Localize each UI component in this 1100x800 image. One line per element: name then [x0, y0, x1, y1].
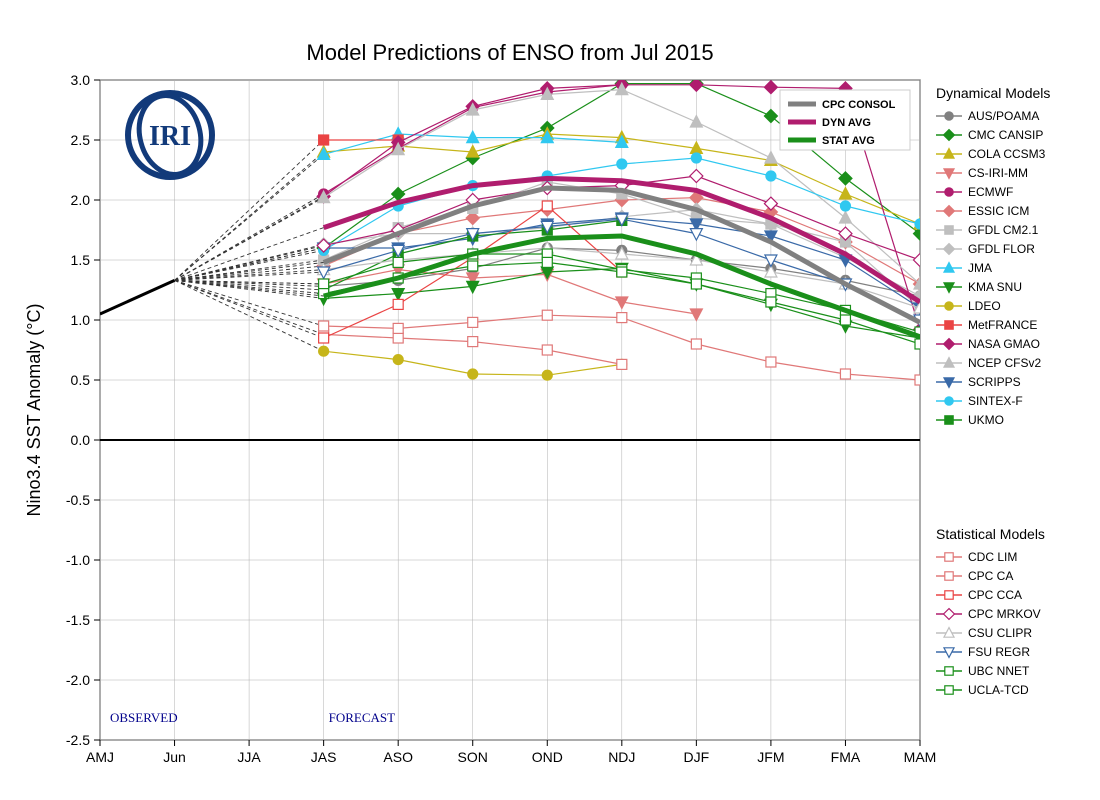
dyn-legend-label: LDEO	[968, 299, 1001, 313]
stat-legend-title: Statistical Models	[936, 526, 1045, 542]
stat-legend-label: CSU CLIPR	[968, 626, 1032, 640]
y-tick-label: 2.0	[71, 192, 91, 208]
dyn-legend-label: SINTEX-F	[968, 394, 1023, 408]
x-tick-label: FMA	[831, 749, 861, 765]
x-tick-label: Jun	[163, 749, 186, 765]
dyn-legend-label: NCEP CFSv2	[968, 356, 1041, 370]
chart-svg: -2.5 -2.0 -1.5 -1.0 -0.5 0.0 0.5 1.0 1.5 2.0 2.5 3.…	[0, 0, 1100, 800]
stat-legend-label: CPC CA	[968, 569, 1013, 583]
dyn-legend-label: SCRIPPS	[968, 375, 1021, 389]
summary-legend-label: STAT AVG	[822, 135, 875, 147]
x-tick-label: JJA	[237, 749, 261, 765]
chart-container: -2.5 -2.0 -1.5 -1.0 -0.5 0.0 0.5 1.0 1.5 2.0 2.5 3.…	[0, 0, 1100, 800]
y-tick-label: 2.5	[71, 132, 91, 148]
iri-logo-text: IRI	[149, 121, 191, 152]
stat-legend-label: CDC LIM	[968, 550, 1017, 564]
x-tick-label: MAM	[904, 749, 937, 765]
observed-annotation: OBSERVED	[110, 710, 178, 725]
x-tick-label: NDJ	[608, 749, 635, 765]
x-tick-label: JFM	[757, 749, 784, 765]
dyn-legend-label: COLA CCSM3	[968, 147, 1046, 161]
y-tick-label: -0.5	[66, 492, 90, 508]
dyn-legend-label: NASA GMAO	[968, 337, 1040, 351]
dyn-legend-title: Dynamical Models	[936, 85, 1050, 101]
stat-legend-label: UCLA-TCD	[968, 683, 1029, 697]
stat-legend-label: FSU REGR	[968, 645, 1030, 659]
y-tick-label: 3.0	[71, 72, 91, 88]
y-tick-label: 0.5	[71, 372, 91, 388]
dyn-legend-label: KMA SNU	[968, 280, 1022, 294]
x-tick-label: DJF	[684, 749, 710, 765]
dyn-legend-label: MetFRANCE	[968, 318, 1037, 332]
dyn-legend-label: ECMWF	[968, 185, 1013, 199]
dyn-legend-label: UKMO	[968, 413, 1004, 427]
summary-legend-label: CPC CONSOL	[822, 99, 896, 111]
dyn-legend-label: CMC CANSIP	[968, 128, 1043, 142]
dyn-legend-label: GFDL FLOR	[968, 242, 1035, 256]
dyn-legend-label: GFDL CM2.1	[968, 223, 1039, 237]
dyn-legend-label: CS-IRI-MM	[968, 166, 1028, 180]
stat-legend-label: UBC NNET	[968, 664, 1030, 678]
chart-title: Model Predictions of ENSO from Jul 2015	[306, 40, 713, 65]
y-tick-label: 0.0	[71, 432, 91, 448]
summary-legend-label: DYN AVG	[822, 117, 871, 129]
dyn-legend-item: ESSIC ICM	[936, 204, 1029, 218]
y-tick-label: -1.0	[66, 552, 90, 568]
y-tick-label: 1.5	[71, 252, 91, 268]
x-tick-label: SON	[458, 749, 488, 765]
stat-legend-label: CPC CCA	[968, 588, 1022, 602]
dyn-legend-label: JMA	[968, 261, 992, 275]
y-tick-label: -2.0	[66, 672, 90, 688]
y-tick-label: -1.5	[66, 612, 90, 628]
x-tick-label: OND	[532, 749, 563, 765]
dyn-legend-label: AUS/POAMA	[968, 109, 1039, 123]
stat-legend-label: CPC MRKOV	[968, 607, 1041, 621]
y-axis-label: Nino3.4 SST Anomaly (°C)	[24, 304, 44, 517]
x-tick-label: ASO	[383, 749, 413, 765]
forecast-annotation: FORECAST	[329, 710, 396, 725]
x-tick-label: AMJ	[86, 749, 114, 765]
x-tick-label: JAS	[311, 749, 337, 765]
y-tick-label: 1.0	[71, 312, 91, 328]
y-tick-label: -2.5	[66, 732, 90, 748]
dyn-legend-label: ESSIC ICM	[968, 204, 1029, 218]
